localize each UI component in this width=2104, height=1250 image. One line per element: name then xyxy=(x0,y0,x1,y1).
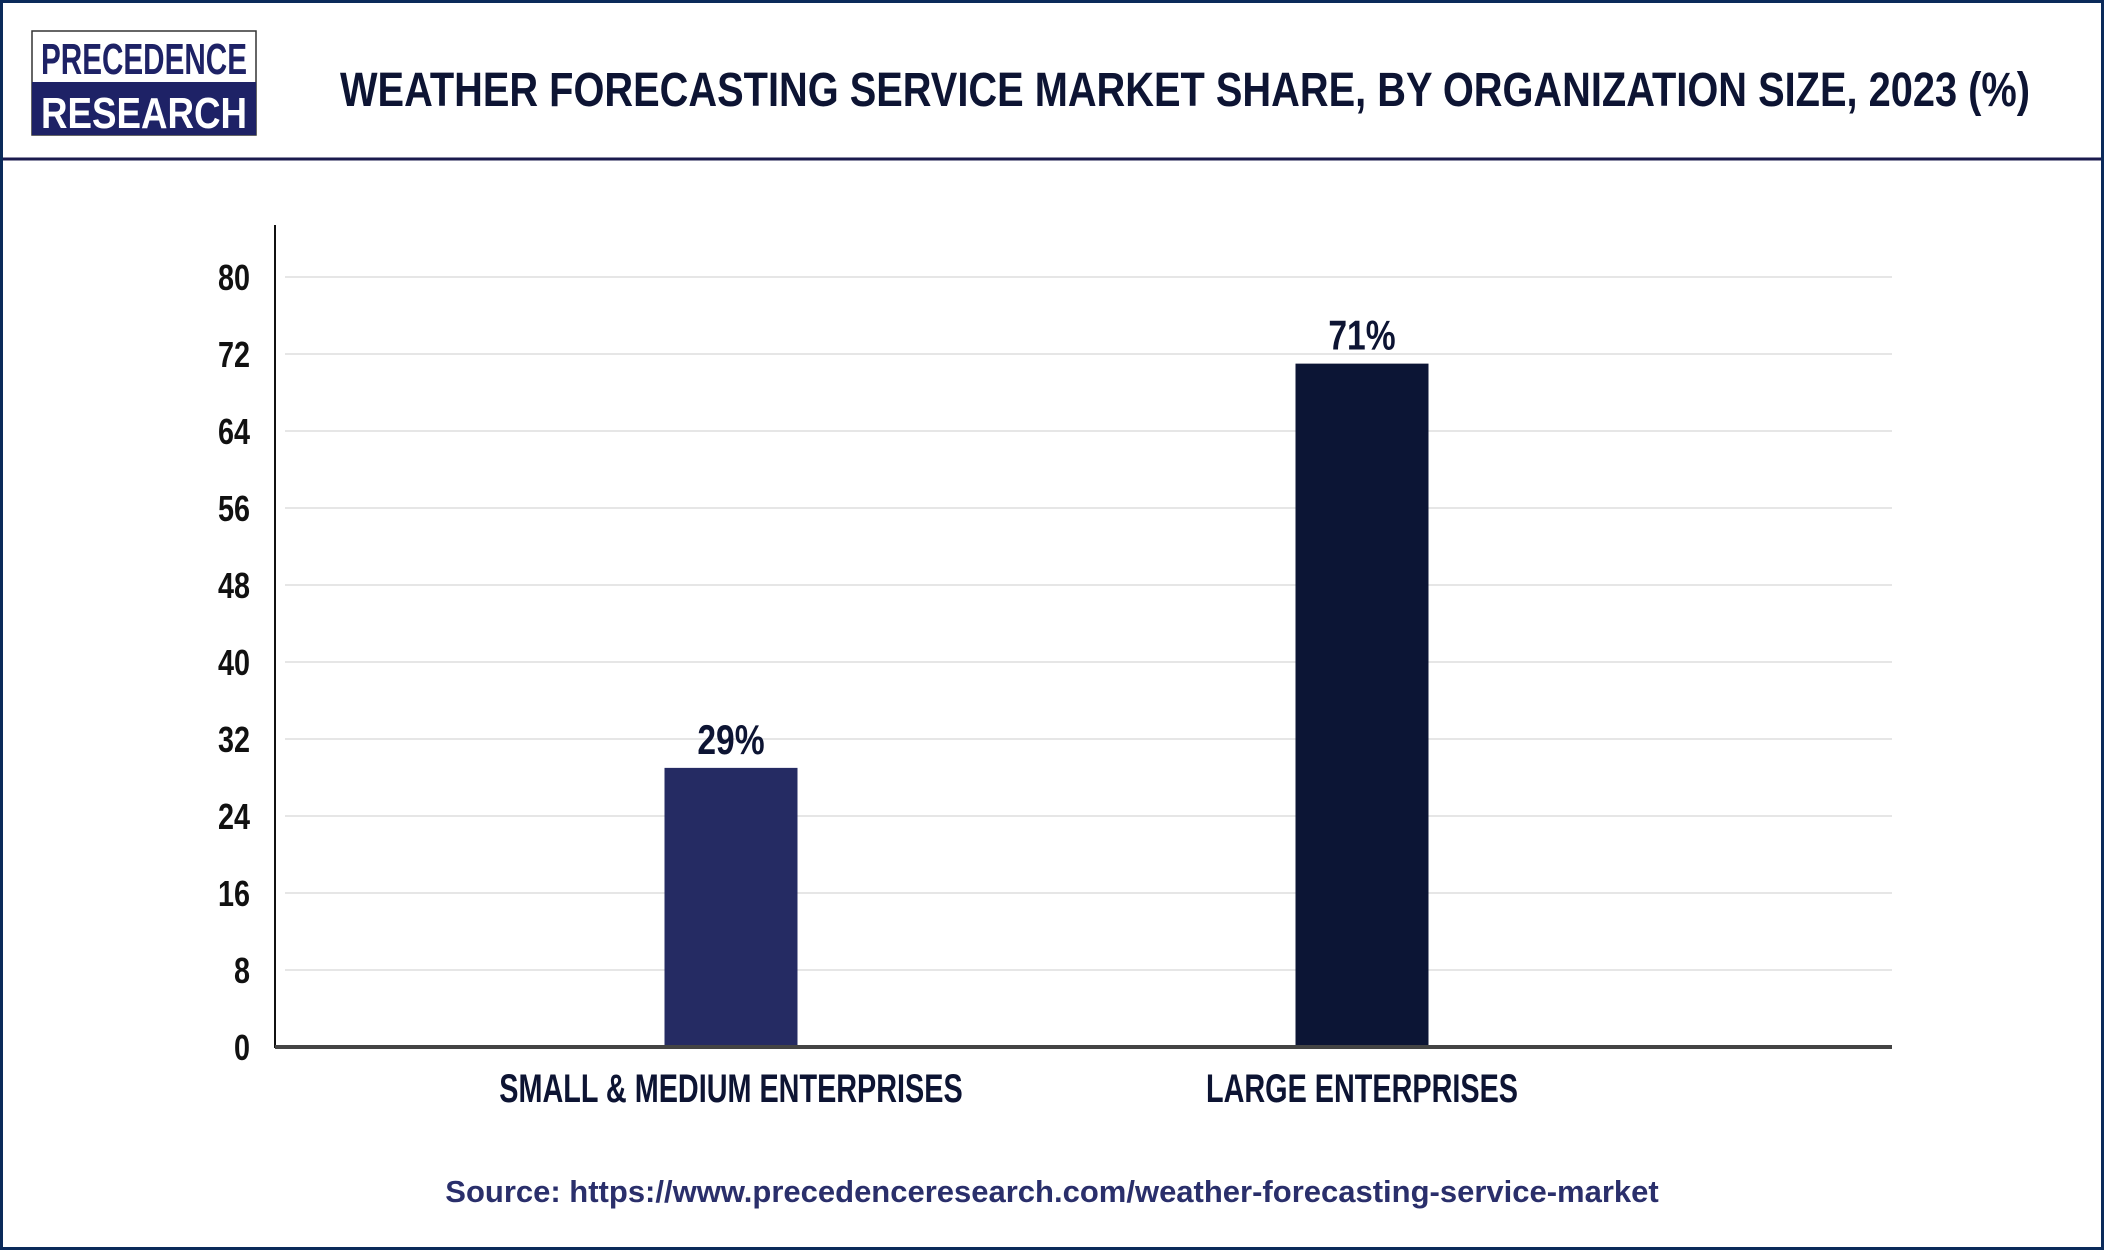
y-tick-label: 80 xyxy=(218,257,250,298)
bar xyxy=(1295,363,1429,1047)
y-tick-label: 16 xyxy=(218,873,250,914)
source-text: Source: https://www.precedenceresearch.c… xyxy=(445,1174,1658,1209)
y-tick-label: 56 xyxy=(218,488,250,529)
y-tick-label: 40 xyxy=(218,642,250,683)
y-tick-label: 24 xyxy=(218,796,250,837)
y-tick-label: 48 xyxy=(218,565,250,606)
y-tick-label: 64 xyxy=(218,411,250,452)
logo-line1: PRECEDENCE xyxy=(41,35,247,84)
x-tick-label: LARGE ENTERPRISES xyxy=(1206,1066,1518,1111)
y-tick-label: 72 xyxy=(218,334,250,375)
data-label: 71% xyxy=(1328,313,1395,359)
y-tick-label: 0 xyxy=(234,1027,250,1068)
x-tick-label: SMALL & MEDIUM ENTERPRISES xyxy=(499,1066,962,1111)
data-label: 29% xyxy=(697,717,764,763)
chart-title: WEATHER FORECASTING SERVICE MARKET SHARE… xyxy=(340,64,2030,117)
y-tick-label: 32 xyxy=(218,719,250,760)
logo-line2: RESEARCH xyxy=(41,89,247,138)
logo: PRECEDENCE RESEARCH xyxy=(31,30,257,138)
bar xyxy=(664,767,798,1047)
y-tick-label: 8 xyxy=(234,950,250,991)
